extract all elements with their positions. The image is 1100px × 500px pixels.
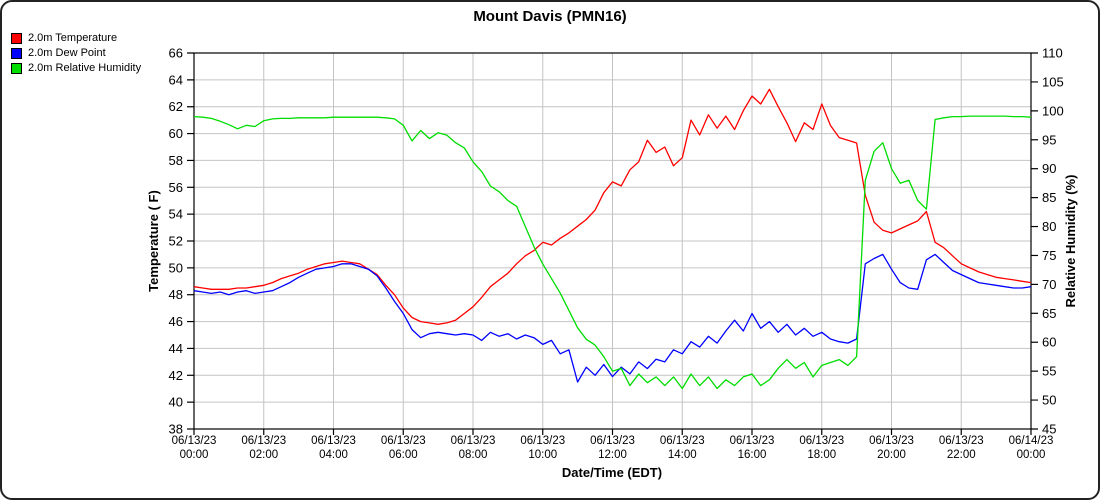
- right-tick-label: 70: [1042, 277, 1056, 292]
- x-tick-time: 16:00: [738, 449, 767, 461]
- right-tick-label: 110: [1042, 46, 1063, 61]
- x-tick-date: 06/13/23: [451, 435, 496, 447]
- x-tick-date: 06/13/23: [241, 435, 286, 447]
- x-tick-date: 06/14/23: [1009, 435, 1054, 447]
- 2-0m-temperature-line: [193, 88, 1032, 325]
- right-tick-label: 100: [1042, 103, 1064, 118]
- left-tick-label: 40: [169, 395, 183, 410]
- legend-swatch-icon: [11, 47, 22, 59]
- left-tick-label: 38: [169, 422, 183, 437]
- tick-layer: 38 40 42 44 46 48 50 52 54 56 58 60 62 64 66 45 50 55 60 65…: [169, 46, 1064, 462]
- left-tick-label: 64: [169, 72, 183, 87]
- left-tick-label: 46: [169, 314, 183, 329]
- left-tick-label: 50: [169, 260, 183, 275]
- x-tick-date: 06/13/23: [381, 435, 426, 447]
- x-tick-time: 00:00: [1017, 449, 1046, 461]
- legend: 2.0m Temperature 2.0m Dew Point 2.0m Relat…: [11, 31, 141, 76]
- right-tick-label: 95: [1042, 132, 1056, 147]
- x-tick-date: 06/13/23: [730, 435, 775, 447]
- right-tick-label: 55: [1042, 364, 1056, 379]
- legend-swatch-icon: [11, 32, 22, 44]
- legend-item: 2.0m Temperature: [11, 31, 141, 45]
- legend-label: 2.0m Dew Point: [28, 47, 106, 59]
- legend-label: 2.0m Relative Humidity: [28, 62, 142, 74]
- left-tick-label: 58: [169, 153, 183, 168]
- x-tick-date: 06/13/23: [520, 435, 565, 447]
- x-tick-time: 12:00: [598, 449, 627, 461]
- left-tick-label: 52: [169, 234, 183, 249]
- legend-item: 2.0m Dew Point: [11, 46, 141, 60]
- left-tick-label: 48: [169, 287, 183, 302]
- chart-title: Mount Davis (PMN16): [473, 8, 627, 25]
- x-tick-time: 14:00: [668, 449, 697, 461]
- x-tick-time: 02:00: [249, 449, 278, 461]
- left-tick-label: 62: [169, 99, 183, 114]
- right-tick-label: 85: [1042, 190, 1056, 205]
- x-tick-date: 06/13/23: [311, 435, 356, 447]
- x-tick-date: 06/13/23: [939, 435, 984, 447]
- series-layer: [193, 88, 1032, 390]
- right-tick-label: 45: [1042, 422, 1056, 437]
- x-tick-date: 06/13/23: [172, 435, 217, 447]
- x-tick-date: 06/13/23: [869, 435, 914, 447]
- left-tick-label: 66: [169, 46, 183, 61]
- x-tick-date: 06/13/23: [799, 435, 844, 447]
- 2-0m-dew-point-line: [193, 253, 1032, 383]
- left-tick-label: 56: [169, 180, 183, 195]
- right-tick-label: 80: [1042, 219, 1056, 234]
- grid-layer: [194, 53, 1031, 429]
- right-tick-label: 75: [1042, 248, 1056, 263]
- x-tick-time: 10:00: [528, 449, 557, 461]
- legend-item: 2.0m Relative Humidity: [11, 61, 141, 75]
- 2-0m-relative-humidity-line: [193, 115, 1032, 390]
- x-tick-time: 18:00: [807, 449, 836, 461]
- right-tick-label: 60: [1042, 335, 1056, 350]
- x-tick-time: 04:00: [319, 449, 348, 461]
- legend-label: 2.0m Temperature: [28, 32, 118, 44]
- x-tick-time: 20:00: [877, 449, 906, 461]
- left-tick-label: 42: [169, 368, 183, 383]
- x-axis-title: Date/Time (EDT): [562, 465, 662, 480]
- x-tick-time: 00:00: [180, 449, 209, 461]
- left-axis-title: Temperature ( F): [146, 190, 161, 292]
- right-axis-title: Relative Humidity (%): [1063, 175, 1078, 308]
- x-tick-time: 08:00: [459, 449, 488, 461]
- legend-swatch-icon: [11, 62, 22, 74]
- right-tick-label: 65: [1042, 306, 1056, 321]
- left-tick-label: 44: [169, 341, 183, 356]
- x-tick-time: 06:00: [389, 449, 418, 461]
- left-tick-label: 60: [169, 126, 183, 141]
- right-tick-label: 105: [1042, 74, 1064, 89]
- x-tick-time: 22:00: [947, 449, 976, 461]
- x-tick-date: 06/13/23: [590, 435, 635, 447]
- left-tick-label: 54: [169, 207, 183, 222]
- right-tick-label: 90: [1042, 161, 1056, 176]
- right-tick-label: 50: [1042, 393, 1056, 408]
- x-tick-date: 06/13/23: [660, 435, 705, 447]
